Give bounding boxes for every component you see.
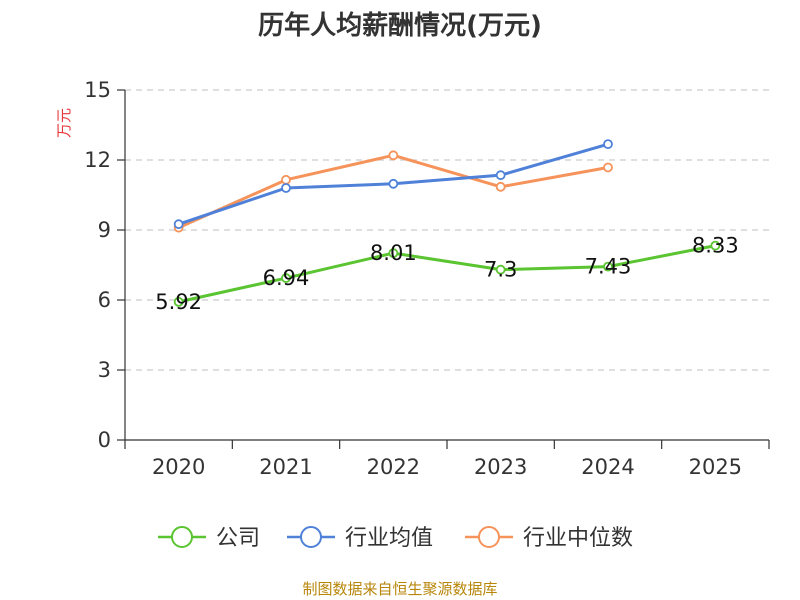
- y-tick-label: 12: [84, 148, 111, 172]
- data-point: [495, 181, 506, 192]
- series-line: [178, 244, 716, 304]
- data-label: 8.01: [370, 241, 417, 265]
- x-tick-label: 2024: [581, 455, 634, 479]
- legend-marker: [171, 526, 193, 548]
- data-point: [173, 219, 184, 230]
- x-tick-label: 2025: [689, 455, 742, 479]
- x-tick-label: 2021: [259, 455, 312, 479]
- data-point: [603, 162, 613, 173]
- data-label: 5.92: [155, 290, 202, 314]
- y-tick-label: 3: [98, 358, 111, 382]
- y-tick-label: 6: [98, 288, 111, 312]
- chart-title: 历年人均薪酬情况(万元): [258, 10, 542, 41]
- data-label: 7.3: [484, 258, 517, 282]
- data-label: 6.94: [263, 266, 310, 290]
- data-point: [281, 183, 291, 193]
- data-point: [388, 150, 399, 161]
- data-point: [603, 139, 613, 150]
- series-line: [178, 153, 609, 230]
- x-tick-label: 2022: [367, 455, 420, 479]
- legend: 公司 行业均值 行业中位数: [158, 526, 633, 551]
- data-point: [281, 174, 291, 185]
- grid-lines: [125, 89, 769, 371]
- legend-label: 行业均值: [345, 526, 433, 551]
- data-point: [603, 261, 613, 272]
- data-point: [495, 264, 506, 275]
- data-point: [710, 240, 721, 251]
- data-point: [495, 170, 506, 181]
- axes: 0 3 6 9 12 15 2020 2021 2022 2023 2024 2025: [84, 78, 770, 479]
- series-group: [173, 139, 721, 307]
- y-tick-label: 15: [84, 78, 111, 102]
- data-point: [173, 296, 184, 307]
- data-label: 7.43: [585, 255, 632, 279]
- legend-label: 公司: [216, 526, 260, 551]
- y-tick-label: 0: [98, 428, 111, 452]
- source-note: 制图数据来自恒生聚源数据库: [302, 580, 497, 598]
- y-tick-label: 9: [98, 218, 111, 242]
- data-point: [281, 273, 291, 283]
- x-tick-label: 2020: [152, 455, 205, 479]
- legend-marker: [478, 526, 500, 548]
- data-label: 8.33: [692, 234, 739, 258]
- legend-label: 行业中位数: [523, 526, 633, 551]
- data-point: [388, 178, 399, 189]
- legend-marker: [300, 526, 322, 548]
- data-labels: 5.92 6.94 8.01 7.3 7.43 8.33: [155, 234, 738, 314]
- data-point: [388, 248, 399, 259]
- x-tick-label: 2023: [474, 455, 527, 479]
- y-axis-label: 万元: [55, 108, 73, 138]
